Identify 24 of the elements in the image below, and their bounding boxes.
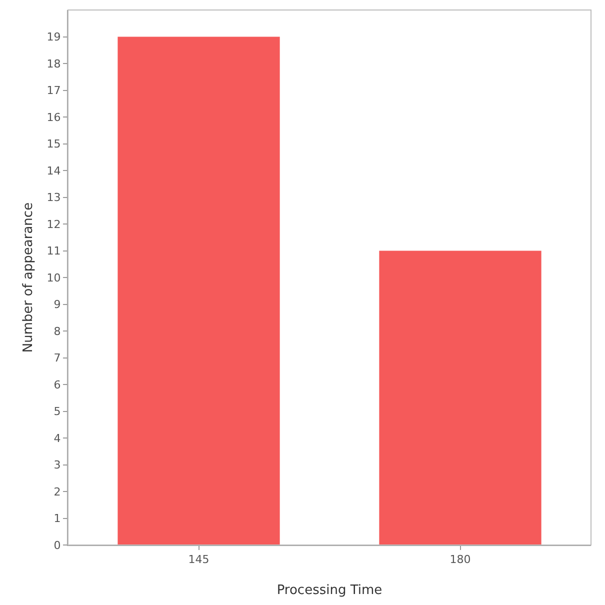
y-tick-label: 11 [46, 244, 61, 258]
x-tick-label: 180 [450, 553, 471, 566]
y-tick-label: 15 [46, 138, 61, 151]
y-tick-label: 10 [46, 271, 61, 284]
y-tick-label: 8 [54, 324, 61, 338]
y-tick-label: 5 [54, 405, 61, 418]
x-axis-title: Processing Time [276, 583, 382, 598]
y-tick-label: 2 [54, 485, 61, 498]
y-axis-title: Number of appearance [21, 202, 36, 353]
y-tick-label: 12 [46, 218, 61, 231]
x-tick-label: 145 [188, 553, 210, 566]
y-tick-label: 7 [54, 352, 61, 365]
y-tick-label: 14 [46, 164, 61, 178]
y-tick-label: 1 [54, 512, 61, 526]
y-tick-label: 16 [46, 110, 61, 124]
y-tick-label: 17 [46, 84, 61, 98]
y-tick-label: 13 [46, 191, 61, 204]
y-tick-label: 6 [54, 378, 61, 392]
y-tick-label: 4 [54, 432, 61, 445]
y-tick-label: 3 [54, 458, 61, 472]
y-tick-label: 9 [54, 298, 61, 312]
y-tick-label: 18 [46, 57, 61, 70]
y-tick-label: 19 [46, 30, 61, 44]
y-tick-label: 0 [54, 538, 61, 552]
